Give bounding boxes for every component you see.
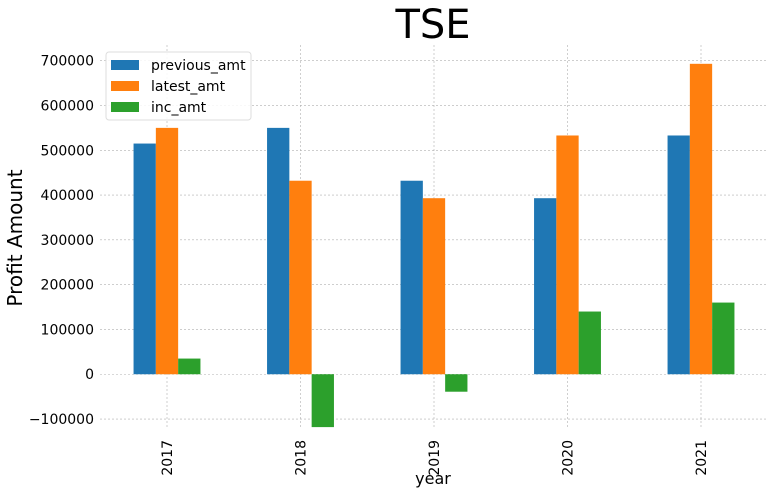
y-tick-label: 200000 xyxy=(41,278,94,294)
bar-latest_amt-2019 xyxy=(422,198,446,375)
bar-previous_amt-2020 xyxy=(534,198,557,375)
y-tick-label: 600000 xyxy=(41,98,94,114)
legend-swatch-inc_amt xyxy=(111,102,139,112)
x-tick-label: 2021 xyxy=(694,440,710,476)
legend-swatch-previous_amt xyxy=(111,60,139,70)
bar-inc_amt-2020 xyxy=(578,311,601,375)
legend-label-previous_amt: previous_amt xyxy=(151,58,246,74)
bar-inc_amt-2021 xyxy=(712,302,735,375)
y-tick-label: −100000 xyxy=(29,412,94,428)
x-tick-label: 2019 xyxy=(427,440,443,476)
bar-previous_amt-2021 xyxy=(667,135,690,375)
bar-inc_amt-2018 xyxy=(311,374,334,428)
bar-inc_amt-2017 xyxy=(178,358,201,375)
y-tick-label: 0 xyxy=(85,367,94,383)
bar-latest_amt-2020 xyxy=(556,135,579,375)
bar-previous_amt-2019 xyxy=(400,180,423,375)
bars xyxy=(133,63,735,428)
y-tick-label: 500000 xyxy=(41,143,94,159)
legend: previous_amt latest_amt inc_amt xyxy=(105,51,252,121)
x-tick-label: 2020 xyxy=(561,440,577,476)
y-tick-label: 400000 xyxy=(41,188,94,204)
bar-latest_amt-2021 xyxy=(689,63,713,375)
legend-box xyxy=(105,51,252,121)
x-axis-title: year xyxy=(415,469,451,488)
y-axis-title: Profit Amount xyxy=(3,169,27,306)
legend-label-latest_amt: latest_amt xyxy=(151,79,226,95)
bar-latest_amt-2018 xyxy=(289,180,312,375)
y-tick-label: 300000 xyxy=(41,233,94,249)
y-tick-label: 100000 xyxy=(41,322,94,338)
bar-previous_amt-2017 xyxy=(133,143,156,375)
legend-swatch-latest_amt xyxy=(111,81,139,91)
x-tick-label: 2018 xyxy=(294,440,310,476)
y-tick-label: 700000 xyxy=(41,54,94,70)
bar-previous_amt-2018 xyxy=(267,127,290,375)
tick-labels: −100000 0 100000 200000 300000 400000 500000 60… xyxy=(29,54,710,476)
bar-inc_amt-2019 xyxy=(445,374,468,392)
bar-latest_amt-2017 xyxy=(155,127,179,375)
legend-label-inc_amt: inc_amt xyxy=(151,100,207,116)
chart-title: TSE xyxy=(394,2,470,48)
x-tick-label: 2017 xyxy=(160,440,176,476)
